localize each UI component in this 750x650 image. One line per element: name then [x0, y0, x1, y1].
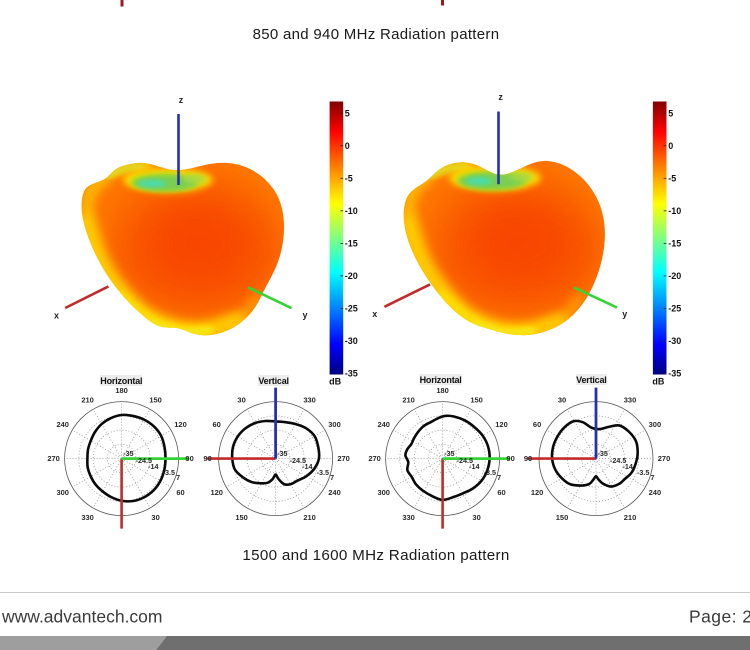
svg-text:270: 270 — [47, 454, 60, 463]
svg-text:150: 150 — [149, 395, 162, 404]
svg-text:30: 30 — [151, 513, 159, 522]
svg-text:dB: dB — [329, 376, 341, 386]
svg-text:x: x — [372, 309, 377, 319]
svg-text:240: 240 — [649, 488, 662, 497]
svg-text:-14: -14 — [469, 462, 479, 471]
svg-text:210: 210 — [81, 395, 94, 404]
svg-text:7: 7 — [651, 473, 655, 482]
svg-text:30: 30 — [472, 513, 480, 522]
svg-text:-30: -30 — [345, 336, 358, 346]
svg-text:Vertical: Vertical — [258, 376, 288, 386]
svg-text:-3.5: -3.5 — [637, 468, 649, 477]
svg-text:60: 60 — [533, 420, 541, 429]
svg-text:-15: -15 — [668, 239, 681, 249]
svg-text:-35: -35 — [598, 449, 608, 458]
svg-text:60: 60 — [176, 488, 184, 497]
svg-text:330: 330 — [81, 513, 94, 522]
svg-text:5: 5 — [668, 108, 673, 118]
svg-text:-3.5: -3.5 — [163, 468, 175, 477]
svg-text:-14: -14 — [302, 462, 312, 471]
svg-text:150: 150 — [470, 395, 483, 404]
svg-text:270: 270 — [337, 454, 350, 463]
svg-text:-5: -5 — [668, 174, 676, 184]
svg-text:300: 300 — [328, 420, 341, 429]
svg-text:240: 240 — [56, 420, 69, 429]
svg-text:120: 120 — [495, 420, 508, 429]
svg-text:7: 7 — [497, 473, 501, 482]
svg-text:www.advantech.com: www.advantech.com — [1, 607, 163, 627]
svg-text:-35: -35 — [444, 449, 454, 458]
svg-text:240: 240 — [377, 420, 390, 429]
svg-text:-24.5: -24.5 — [136, 456, 152, 465]
svg-text:Horizontal: Horizontal — [420, 375, 462, 385]
svg-text:300: 300 — [377, 488, 390, 497]
svg-text:z: z — [179, 95, 184, 105]
svg-text:180: 180 — [436, 386, 449, 395]
svg-text:-10: -10 — [345, 206, 358, 216]
svg-text:y: y — [302, 310, 307, 320]
svg-text:90: 90 — [185, 454, 193, 463]
svg-text:1500 and 1600 MHz Radiation pa: 1500 and 1600 MHz Radiation pattern — [242, 547, 509, 564]
svg-text:330: 330 — [303, 395, 316, 404]
svg-text:120: 120 — [531, 488, 544, 497]
svg-text:850 and 940 MHz Radiation patt: 850 and 940 MHz Radiation pattern — [253, 26, 500, 43]
svg-text:-20: -20 — [668, 271, 681, 281]
svg-text:180: 180 — [115, 386, 128, 395]
svg-text:0: 0 — [345, 141, 350, 151]
svg-text:300: 300 — [56, 488, 69, 497]
svg-text:-20: -20 — [345, 271, 358, 281]
svg-text:150: 150 — [556, 513, 569, 522]
svg-text:210: 210 — [402, 395, 415, 404]
svg-text:-24.5: -24.5 — [457, 456, 473, 465]
svg-text:90: 90 — [203, 454, 211, 463]
svg-text:210: 210 — [624, 513, 637, 522]
svg-text:-35: -35 — [277, 449, 287, 458]
svg-text:120: 120 — [210, 488, 223, 497]
svg-text:120: 120 — [174, 420, 187, 429]
svg-text:270: 270 — [658, 454, 671, 463]
svg-text:150: 150 — [235, 513, 248, 522]
svg-text:-25: -25 — [345, 304, 358, 314]
svg-text:Page: 26: Page: 26 — [689, 607, 750, 627]
svg-text:-35: -35 — [345, 369, 358, 379]
svg-text:-35: -35 — [123, 449, 133, 458]
svg-text:-14: -14 — [623, 462, 633, 471]
svg-text:-35: -35 — [668, 369, 681, 379]
svg-text:7: 7 — [176, 473, 180, 482]
svg-text:-24.5: -24.5 — [610, 456, 626, 465]
svg-text:-3.5: -3.5 — [484, 468, 496, 477]
svg-text:z: z — [498, 92, 503, 102]
svg-text:330: 330 — [624, 395, 637, 404]
svg-text:-30: -30 — [668, 336, 681, 346]
svg-text:-24.5: -24.5 — [290, 456, 306, 465]
svg-text:-14: -14 — [148, 462, 158, 471]
svg-text:30: 30 — [237, 395, 245, 404]
svg-text:-15: -15 — [345, 239, 358, 249]
svg-text:7: 7 — [330, 473, 334, 482]
svg-text:-3.5: -3.5 — [317, 468, 329, 477]
svg-text:300: 300 — [649, 420, 662, 429]
svg-text:-5: -5 — [345, 174, 353, 184]
svg-text:330: 330 — [402, 513, 415, 522]
svg-text:90: 90 — [506, 454, 514, 463]
svg-text:90: 90 — [524, 454, 532, 463]
svg-text:270: 270 — [368, 454, 381, 463]
svg-text:60: 60 — [497, 488, 505, 497]
svg-text:-10: -10 — [668, 206, 681, 216]
svg-text:Vertical: Vertical — [576, 375, 606, 385]
svg-text:210: 210 — [303, 513, 316, 522]
svg-text:Horizontal: Horizontal — [100, 376, 142, 386]
svg-text:dB: dB — [652, 376, 664, 386]
svg-text:240: 240 — [328, 488, 341, 497]
svg-text:60: 60 — [213, 420, 221, 429]
svg-text:0: 0 — [668, 141, 673, 151]
svg-text:5: 5 — [345, 108, 350, 118]
svg-text:30: 30 — [558, 395, 566, 404]
svg-text:x: x — [54, 311, 59, 321]
svg-text:y: y — [622, 309, 627, 319]
svg-text:-25: -25 — [668, 304, 681, 314]
